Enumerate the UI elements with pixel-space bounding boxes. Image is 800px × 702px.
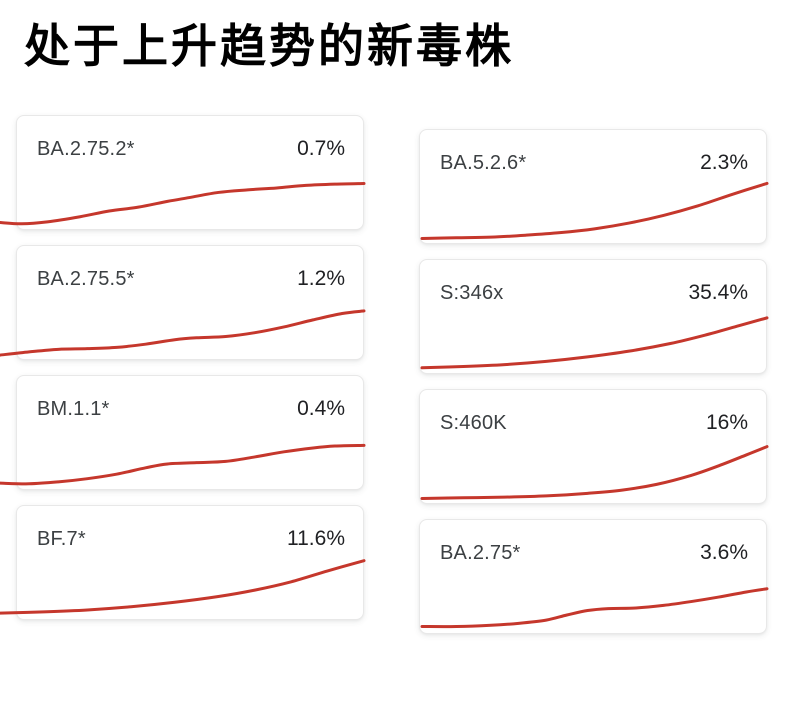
- variant-card-ba-2-75[interactable]: BA.2.75* 3.6%: [419, 518, 767, 634]
- variant-card-bm-1-1[interactable]: BM.1.1* 0.4%: [16, 374, 364, 490]
- sparkline-chart: [422, 177, 767, 241]
- variant-value: 16%: [705, 410, 748, 434]
- sparkline-chart: [0, 293, 364, 357]
- sparkline-chart: [0, 163, 364, 227]
- variant-card-ba-2-75-5[interactable]: BA.2.75.5* 1.2%: [16, 244, 364, 360]
- page-title: 处于上升趋势的新毒株: [24, 20, 514, 72]
- variant-label: BM.1.1*: [37, 397, 110, 420]
- variant-cards-grid: BA.2.75.2* 0.7% BA.5.2.6* 2.3% BA.2.75.5…: [16, 114, 800, 634]
- variant-card-bf-7[interactable]: BF.7* 11.6%: [16, 504, 364, 620]
- card-header: BA.5.2.6* 2.3%: [420, 130, 766, 175]
- variant-card-ba-5-2-6[interactable]: BA.5.2.6* 2.3%: [419, 128, 767, 244]
- variant-label: BA.2.75.5*: [37, 267, 135, 290]
- variant-value: 0.4%: [297, 396, 345, 420]
- variant-label: BA.2.75.2*: [37, 137, 135, 160]
- variant-value: 0.7%: [297, 136, 345, 160]
- card-header: S:460K 16%: [420, 390, 766, 435]
- card-header: BA.2.75.5* 1.2%: [17, 246, 363, 291]
- card-header: BA.2.75* 3.6%: [420, 520, 766, 565]
- variant-label: BF.7*: [37, 527, 86, 550]
- variant-value: 3.6%: [700, 540, 748, 564]
- variant-value: 2.3%: [700, 150, 748, 174]
- card-header: S:346x 35.4%: [420, 260, 766, 305]
- variant-value: 1.2%: [297, 266, 345, 290]
- variant-label: S:460K: [440, 411, 507, 434]
- sparkline-chart: [422, 307, 767, 371]
- variant-card-s-460k[interactable]: S:460K 16%: [419, 388, 767, 504]
- sparkline-chart: [0, 423, 364, 487]
- card-header: BA.2.75.2* 0.7%: [17, 116, 363, 161]
- sparkline-chart: [422, 437, 767, 501]
- card-header: BF.7* 11.6%: [17, 506, 363, 551]
- variant-value: 35.4%: [688, 280, 748, 304]
- variant-card-ba-2-75-2[interactable]: BA.2.75.2* 0.7%: [16, 114, 364, 230]
- sparkline-chart: [0, 553, 364, 617]
- variant-value: 11.6%: [287, 526, 345, 550]
- variant-label: BA.2.75*: [440, 541, 521, 564]
- sparkline-chart: [422, 567, 767, 631]
- variant-label: S:346x: [440, 281, 504, 304]
- card-header: BM.1.1* 0.4%: [17, 376, 363, 421]
- variant-label: BA.5.2.6*: [440, 151, 527, 174]
- variant-card-s-346x[interactable]: S:346x 35.4%: [419, 258, 767, 374]
